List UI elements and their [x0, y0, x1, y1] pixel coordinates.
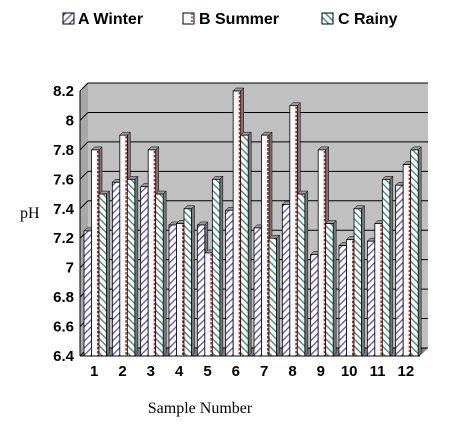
rainy-bar	[268, 234, 281, 357]
rainy-bar	[183, 205, 196, 357]
legend-item-summer: B Summer	[182, 11, 279, 28]
x-axis-title: Sample Number	[148, 400, 253, 417]
x-tick-label: 9	[317, 363, 325, 380]
rainy-bar	[325, 219, 337, 357]
rainy-bar	[98, 190, 111, 357]
x-tick-label: 4	[175, 363, 184, 380]
rainy-bar	[296, 190, 309, 357]
y-tick-label: 7.4	[53, 201, 75, 218]
legend: A Winter B Summer C Rainy	[62, 11, 398, 28]
gridline-side	[79, 112, 89, 121]
legend-item-winter: A Winter	[62, 11, 143, 28]
legend-item-rainy: C Rainy	[321, 11, 398, 28]
y-tick-label: 7	[66, 260, 74, 277]
y-tick-label: 6.8	[53, 289, 74, 306]
rainy-bar	[155, 190, 167, 357]
y-tick-label: 8.2	[53, 83, 74, 100]
bars	[83, 87, 422, 357]
legend-label-winter: A Winter	[78, 11, 143, 28]
legend-swatch-winter	[62, 12, 75, 25]
gridline-side	[79, 141, 89, 151]
y-axis-title: pH	[20, 205, 40, 222]
x-tick-label: 5	[203, 363, 211, 380]
x-tick-label: 3	[147, 363, 155, 380]
gridline-side	[79, 170, 89, 180]
x-tick-label: 6	[232, 363, 240, 380]
y-tick-label: 7.2	[53, 230, 74, 247]
y-tick-label: 7.8	[53, 142, 74, 159]
x-tick-labels: 1 2 3 4 5 6 7 8 9 10 11 12	[90, 363, 414, 380]
y-tick-label: 6.4	[53, 348, 75, 365]
legend-label-rainy: C Rainy	[338, 11, 398, 28]
rainy-bar	[240, 131, 252, 357]
y-tick-label: 7.6	[53, 171, 74, 188]
x-tick-label: 2	[118, 363, 126, 380]
x-tick-label: 7	[260, 363, 268, 380]
gridline-side	[79, 82, 89, 92]
rainy-bar	[410, 146, 422, 357]
rainy-bar	[211, 175, 224, 357]
legend-swatch-rainy	[321, 12, 334, 25]
legend-swatch-summer	[182, 12, 195, 25]
y-tick-label: 6.6	[53, 319, 74, 336]
plot-area	[79, 82, 428, 357]
gridline-side	[79, 200, 89, 210]
y-tick-labels: 6.4 6.6 6.8 7 7.2 7.4 7.6 7.8 8 8.2	[53, 83, 75, 365]
x-tick-label: 10	[341, 363, 358, 380]
x-tick-label: 8	[288, 363, 296, 380]
y-tick-label: 8	[66, 112, 74, 129]
x-tick-label: 11	[370, 363, 386, 380]
rainy-bar	[126, 175, 139, 357]
rainy-bar	[381, 175, 394, 357]
rainy-bar	[353, 205, 366, 357]
x-tick-label: 1	[90, 363, 98, 380]
x-tick-label: 12	[397, 363, 414, 380]
legend-label-summer: B Summer	[199, 11, 279, 28]
